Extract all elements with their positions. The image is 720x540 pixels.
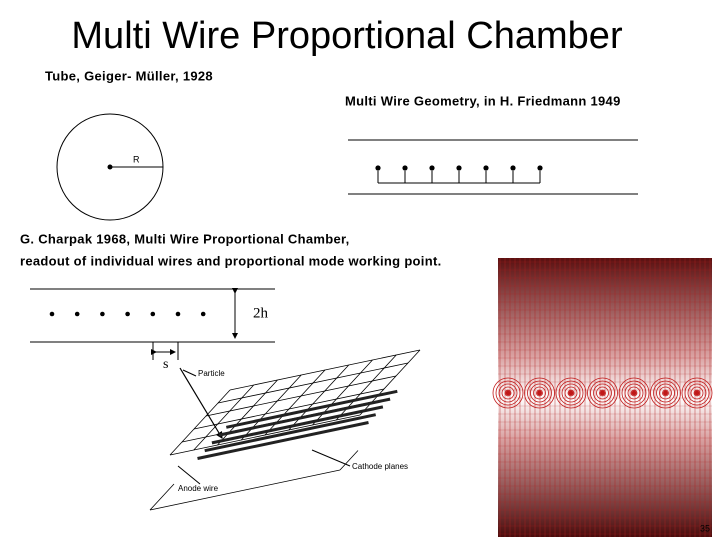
dot	[537, 165, 543, 171]
dot	[483, 165, 489, 171]
label: Cathode planes	[352, 462, 408, 471]
dot	[402, 165, 408, 171]
dot	[662, 389, 669, 397]
label: R	[133, 154, 140, 164]
dot	[200, 311, 206, 317]
line	[169, 414, 361, 456]
dot	[684, 380, 710, 406]
dot	[590, 380, 615, 406]
line	[197, 421, 369, 460]
line	[218, 397, 391, 437]
caption: Multi Wire Geometry, in H. Friedmann 194…	[345, 93, 621, 108]
dot	[533, 386, 546, 400]
title: Multi Wire Proportional Chamber	[71, 15, 623, 57]
dot	[498, 383, 518, 403]
label: 2h	[253, 305, 269, 321]
dot	[627, 386, 641, 400]
dot	[593, 383, 612, 403]
dot	[659, 386, 672, 400]
label: s	[163, 357, 168, 372]
line	[339, 450, 359, 471]
dot	[687, 383, 707, 403]
line	[149, 483, 175, 511]
dot	[495, 380, 521, 406]
dot	[375, 165, 381, 171]
dot	[429, 165, 435, 171]
dot	[690, 386, 704, 400]
dot	[693, 389, 701, 397]
dot	[524, 377, 555, 409]
label: Particle	[198, 369, 225, 378]
dot	[694, 390, 700, 396]
dot	[653, 380, 678, 406]
dot	[618, 377, 650, 409]
dot	[621, 380, 647, 406]
caption: Tube, Geiger- Müller, 1928	[45, 68, 213, 83]
dot	[587, 377, 618, 409]
page-number: 35	[700, 523, 710, 533]
dot	[596, 386, 609, 400]
dot	[49, 311, 55, 317]
line	[217, 362, 409, 404]
line	[204, 413, 377, 453]
dot	[564, 386, 578, 400]
chamber-diagram: 2h s	[30, 288, 275, 372]
line	[225, 389, 398, 429]
dot	[510, 165, 516, 171]
dot	[501, 386, 515, 400]
wire-geometry	[348, 139, 638, 195]
line	[359, 349, 421, 416]
dot	[150, 311, 156, 317]
dot	[100, 311, 105, 317]
dot	[504, 389, 512, 397]
chamber-perspective: Particle Cathode planes Anode wire	[149, 349, 421, 511]
dot	[527, 380, 552, 406]
dot	[125, 311, 130, 317]
caption: G. Charpak 1968, Multi Wire Proportional…	[20, 231, 350, 246]
dot	[567, 389, 575, 397]
dot	[555, 377, 587, 409]
dot	[663, 390, 668, 396]
line	[149, 469, 341, 511]
line	[193, 384, 255, 451]
dot	[568, 390, 574, 396]
dot	[681, 377, 713, 409]
dot	[630, 389, 638, 397]
dot	[456, 165, 462, 171]
dot	[530, 383, 549, 403]
dot	[656, 383, 675, 403]
line	[169, 389, 231, 456]
line	[211, 405, 384, 445]
geiger-tube: R	[56, 113, 164, 221]
dot	[631, 390, 637, 396]
line	[193, 388, 385, 430]
line	[205, 375, 397, 417]
dot	[599, 389, 606, 397]
dot	[561, 383, 581, 403]
dot	[624, 383, 644, 403]
dot	[492, 377, 524, 409]
caption: readout of individual wires and proporti…	[20, 253, 442, 268]
dot	[558, 380, 584, 406]
dot	[175, 311, 181, 317]
dot	[600, 390, 605, 396]
line	[229, 349, 421, 391]
field-map	[492, 258, 713, 537]
dot	[505, 390, 511, 396]
dot	[74, 311, 80, 317]
dot	[537, 390, 542, 396]
label: Anode wire	[178, 484, 219, 493]
dot	[650, 377, 681, 409]
dot	[536, 389, 543, 397]
